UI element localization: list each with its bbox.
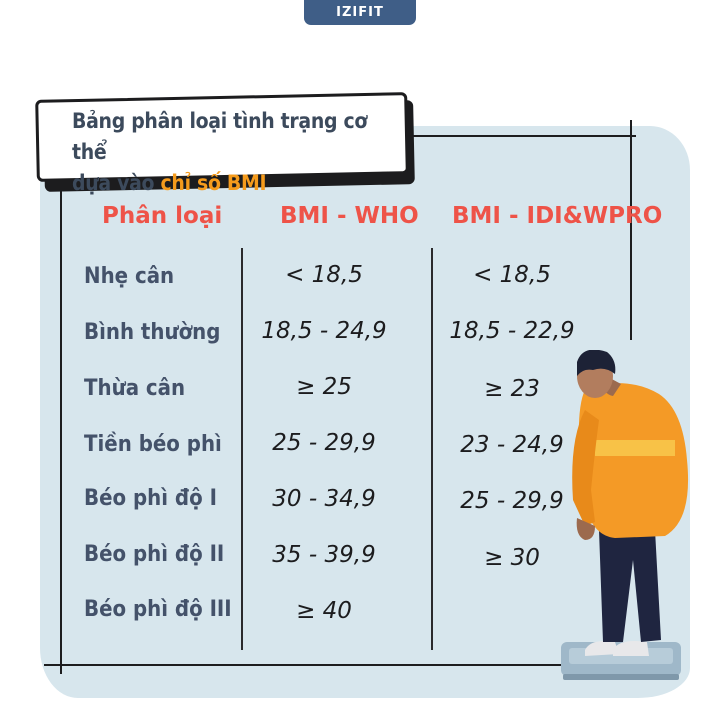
who-value: 30 - 34,9 xyxy=(272,486,376,512)
person-on-scale-illustration xyxy=(561,350,689,680)
row-label: Bình thường xyxy=(84,320,221,345)
idi-value: 23 - 24,9 xyxy=(460,432,564,458)
title-highlight: chỉ số BMI xyxy=(160,171,267,195)
header-bmi-idi-wpro: BMI - IDI&WPRO xyxy=(452,203,663,229)
page-title: Bảng phân loại tình trạng cơ thể dựa vào… xyxy=(72,106,402,199)
who-value: ≥ 40 xyxy=(296,598,352,624)
row-label: Béo phì độ II xyxy=(84,542,225,567)
header-bmi-who: BMI - WHO xyxy=(280,203,419,229)
idi-value: ≥ 30 xyxy=(484,545,540,571)
frame-top-line xyxy=(410,135,636,137)
frame-left-line xyxy=(60,180,62,674)
who-value: 35 - 39,9 xyxy=(272,542,376,568)
who-value: ≥ 25 xyxy=(296,374,352,400)
idi-value: 25 - 29,9 xyxy=(460,488,564,514)
row-label: Béo phì độ III xyxy=(84,597,232,622)
column-divider-1 xyxy=(241,248,243,650)
header-classification: Phân loại xyxy=(102,203,223,229)
idi-value: ≥ 23 xyxy=(484,376,540,402)
row-label: Nhẹ cân xyxy=(84,264,175,289)
brand-tab: IZIFIT xyxy=(304,0,416,25)
title-line-2: dựa vào chỉ số BMI xyxy=(72,168,402,199)
idi-value: 18,5 - 22,9 xyxy=(449,318,575,344)
title-line-1: Bảng phân loại tình trạng cơ thể xyxy=(72,109,368,164)
who-value: 18,5 - 24,9 xyxy=(261,318,387,344)
frame-right-line xyxy=(630,120,632,340)
row-label: Tiền béo phì xyxy=(84,432,222,457)
who-value: < 18,5 xyxy=(285,262,363,288)
row-label: Béo phì độ I xyxy=(84,486,217,511)
title-line-2-prefix: dựa vào xyxy=(72,171,161,195)
row-label: Thừa cân xyxy=(84,376,186,401)
who-value: 25 - 29,9 xyxy=(272,430,376,456)
column-divider-2 xyxy=(431,248,433,650)
frame-bottom-line xyxy=(44,664,592,666)
idi-value: < 18,5 xyxy=(473,262,551,288)
